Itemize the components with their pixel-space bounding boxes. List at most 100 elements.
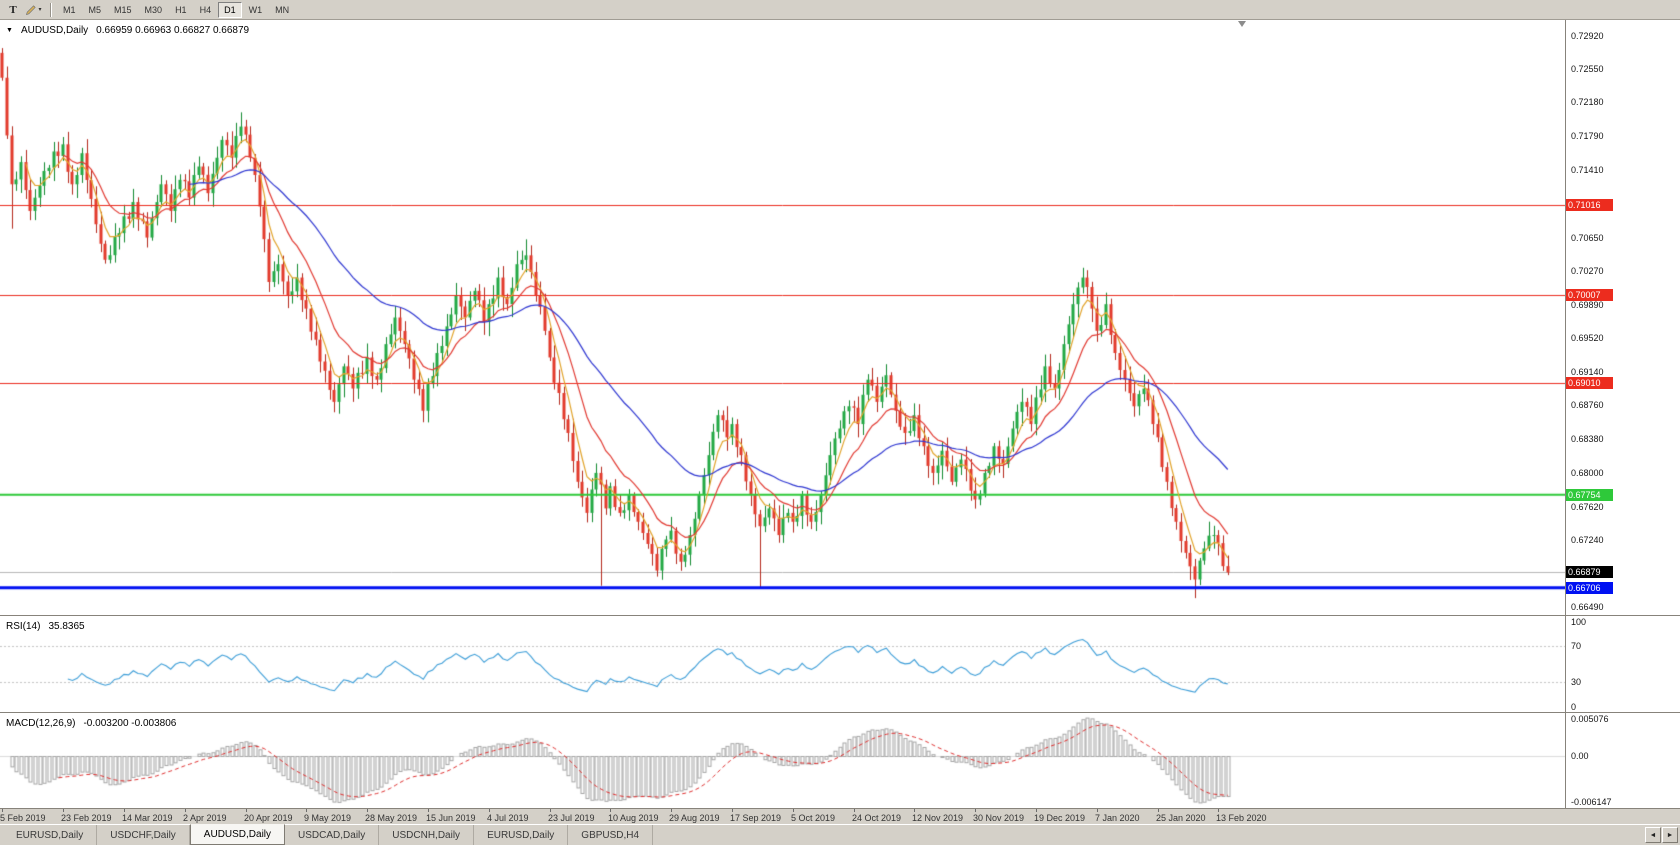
date-axis-tick <box>428 809 429 812</box>
current-price-label: 0.66879 <box>1566 566 1613 579</box>
rsi-axis-label: 100 <box>1571 617 1587 627</box>
text-tool-button[interactable]: T <box>3 1 23 18</box>
timeframe-m15-button[interactable]: M15 <box>108 2 138 18</box>
date-axis-tick <box>246 809 247 812</box>
date-axis-tick <box>671 809 672 812</box>
tab-eurusd-daily[interactable]: EURUSD,Daily <box>3 825 98 845</box>
price-axis-tick: 0.66490 <box>1571 602 1604 612</box>
price-level-label: 0.70007 <box>1566 288 1613 301</box>
macd-plot[interactable] <box>0 713 1565 808</box>
timeframe-button-group: M1 M5 M15 M30 H1 H4 D1 W1 MN <box>57 1 295 18</box>
date-axis-label: 15 Jun 2019 <box>426 813 476 823</box>
price-axis-tick: 0.71410 <box>1571 165 1604 176</box>
macd-axis-label: -0.006147 <box>1571 797 1612 807</box>
date-axis-label: 23 Jul 2019 <box>548 813 595 823</box>
rsi-axis-label: 70 <box>1571 641 1582 651</box>
date-axis-label: 28 May 2019 <box>365 813 418 823</box>
date-axis-tick <box>2 809 3 812</box>
chart-panes: ▼ AUDUSD,Daily 0.66959 0.66963 0.66827 0… <box>0 20 1680 824</box>
date-axis-label: 5 Oct 2019 <box>791 813 836 823</box>
date-axis-tick <box>854 809 855 812</box>
price-level-label: 0.67754 <box>1566 488 1613 501</box>
timeframe-d1-button[interactable]: D1 <box>218 1 242 18</box>
date-axis-tick <box>185 809 186 812</box>
timeframe-h1-button[interactable]: H1 <box>169 2 193 18</box>
date-axis-label: 30 Nov 2019 <box>973 813 1025 823</box>
price-axis-tick: 0.69140 <box>1571 366 1604 377</box>
tab-audusd-daily[interactable]: AUDUSD,Daily <box>189 824 286 845</box>
pencil-icon <box>26 4 37 15</box>
rsi-label: RSI(14) 35.8365 <box>6 621 85 632</box>
price-chart-canvas[interactable] <box>0 20 1565 615</box>
toolbar-separator <box>50 2 51 17</box>
date-axis-tick <box>1097 809 1098 812</box>
date-axis-label: 12 Nov 2019 <box>912 813 964 823</box>
timeframe-mn-button[interactable]: MN <box>269 2 295 18</box>
date-axis-label: 5 Feb 2019 <box>0 813 46 823</box>
date-axis-tick <box>793 809 794 812</box>
date-axis-label: 25 Jan 2020 <box>1156 813 1206 823</box>
date-axis-tick <box>63 809 64 812</box>
price-chart-pane: ▼ AUDUSD,Daily 0.66959 0.66963 0.66827 0… <box>0 20 1680 615</box>
macd-axis-label: 0.00 <box>1571 750 1589 761</box>
date-axis-tick <box>975 809 976 812</box>
chart-ohlc-values: 0.66959 0.66963 0.66827 0.66879 <box>96 25 250 36</box>
tab-gbpusd-h4[interactable]: GBPUSD,H4 <box>568 825 654 845</box>
chart-shift-marker[interactable] <box>1237 21 1246 27</box>
tab-usdcnh-daily[interactable]: USDCNH,Daily <box>379 825 475 845</box>
price-axis-tick: 0.67620 <box>1571 501 1604 512</box>
chart-tabs: EURUSD,Daily USDCHF,Daily AUDUSD,Daily USDC… <box>3 824 654 845</box>
date-axis-label: 14 Mar 2019 <box>122 813 173 823</box>
tab-usdchf-daily[interactable]: USDCHF,Daily <box>97 825 190 845</box>
rsi-current-value: 35.8365 <box>48 621 85 632</box>
timeframe-m5-button[interactable]: M5 <box>83 2 108 18</box>
date-axis-tick <box>914 809 915 812</box>
tab-usdcad-daily[interactable]: USDCAD,Daily <box>285 825 380 845</box>
macd-axis[interactable]: 0.005076 0.00 -0.006147 <box>1565 713 1680 808</box>
timeframe-w1-button[interactable]: W1 <box>243 2 269 18</box>
date-axis-label: 29 Aug 2019 <box>669 813 720 823</box>
rsi-axis[interactable]: 100 70 30 0 <box>1565 616 1680 712</box>
timeframe-m30-button[interactable]: M30 <box>139 2 169 18</box>
date-axis-tick <box>124 809 125 812</box>
price-axis-tick: 0.68000 <box>1571 467 1604 478</box>
timeframe-m1-button[interactable]: M1 <box>57 2 82 18</box>
price-level-label: 0.71016 <box>1566 199 1613 212</box>
date-axis[interactable]: 5 Feb 2019 23 Feb 2019 14 Mar 2019 2 Apr 20… <box>0 808 1680 824</box>
price-axis-tick: 0.67240 <box>1571 535 1604 546</box>
macd-indicator-name: MACD(12,26,9) <box>6 718 76 729</box>
chevron-down-icon: ▾ <box>38 7 42 13</box>
date-axis-label: 13 Feb 2020 <box>1216 813 1267 823</box>
date-axis-tick <box>489 809 490 812</box>
price-axis-tick: 0.68380 <box>1571 434 1604 445</box>
tabs-scroll-right-button[interactable]: ► <box>1662 827 1678 843</box>
date-axis-tick <box>1036 809 1037 812</box>
macd-canvas[interactable] <box>0 713 1565 808</box>
tabs-scroll-left-button[interactable]: ◄ <box>1645 827 1661 843</box>
drawing-tool-button[interactable]: ▾ <box>24 1 44 18</box>
price-axis-tick: 0.72550 <box>1571 63 1604 74</box>
rsi-plot[interactable] <box>0 616 1565 712</box>
date-axis-label: 23 Feb 2019 <box>61 813 112 823</box>
date-axis-label: 7 Jan 2020 <box>1095 813 1140 823</box>
chart-symbol-label: AUDUSD,Daily <box>20 25 89 36</box>
tab-scroll-arrows: ◄ ► <box>1645 827 1678 843</box>
price-axis-tick: 0.70270 <box>1571 266 1604 277</box>
tab-eurusd-daily[interactable]: EURUSD,Daily <box>474 825 569 845</box>
symbol-marker-icon: ▼ <box>6 27 13 34</box>
price-axis-tick: 0.72920 <box>1571 30 1604 41</box>
price-chart-plot[interactable] <box>0 20 1565 615</box>
macd-label: MACD(12,26,9) -0.003200 -0.003806 <box>6 718 176 729</box>
date-axis-label: 10 Aug 2019 <box>608 813 659 823</box>
date-axis-label: 20 Apr 2019 <box>244 813 293 823</box>
date-axis-label: 19 Dec 2019 <box>1034 813 1086 823</box>
price-axis[interactable]: 0.72920 0.72550 0.72180 0.71790 0.71410 0.706… <box>1565 20 1680 615</box>
rsi-indicator-name: RSI(14) <box>6 621 41 632</box>
date-axis-label: 9 May 2019 <box>304 813 352 823</box>
rsi-axis-label: 30 <box>1571 677 1582 687</box>
price-level-label: 0.69010 <box>1566 377 1613 390</box>
timeframe-h4-button[interactable]: H4 <box>194 2 218 18</box>
toolbar: T ▾ M1 M5 M15 M30 H1 H4 D1 W1 MN <box>0 0 1680 20</box>
rsi-canvas[interactable] <box>0 616 1565 712</box>
